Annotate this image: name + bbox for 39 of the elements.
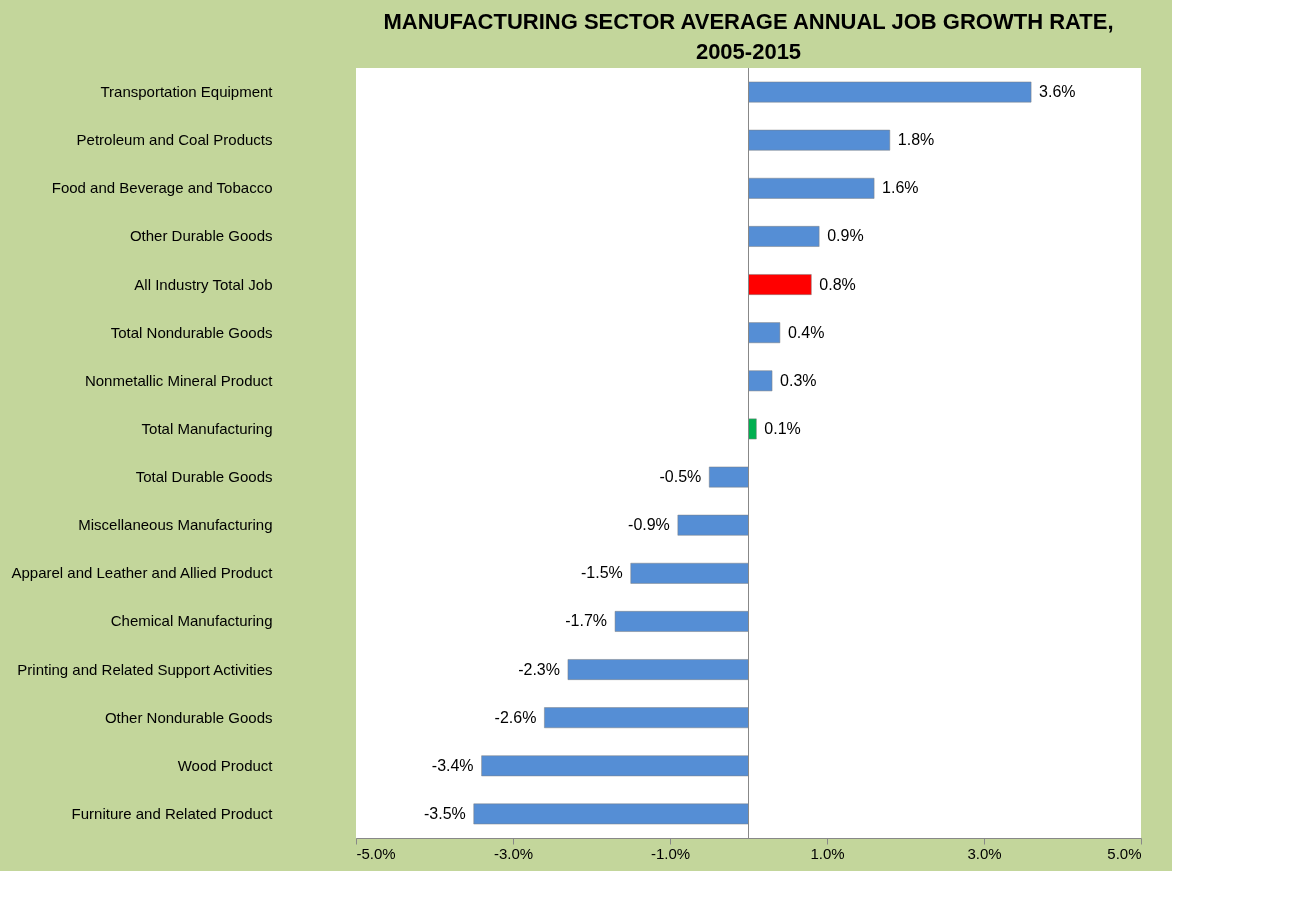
y-tick-label: Food and Beverage and Tobacco bbox=[51, 179, 273, 197]
y-tick-label: Total Durable Goods bbox=[135, 468, 273, 486]
y-tick-label: Nonmetallic Mineral Product bbox=[84, 371, 274, 389]
data-label: -3.4% bbox=[431, 756, 474, 774]
data-label: -1.7% bbox=[565, 612, 608, 630]
y-tick-label: Furniture and Related Product bbox=[71, 804, 274, 822]
data-label: 1.6% bbox=[882, 179, 919, 197]
data-label: 0.3% bbox=[780, 371, 817, 389]
data-label: 0.1% bbox=[764, 419, 801, 437]
chart-title: MANUFACTURING SECTOR AVERAGE ANNUAL JOB GROWTH RATE, 2005-2015 bbox=[383, 8, 1114, 64]
data-label: 3.6% bbox=[1039, 83, 1076, 101]
data-label: 0.9% bbox=[827, 227, 864, 245]
data-label: -3.5% bbox=[423, 804, 466, 822]
y-tick-label: Wood Product bbox=[177, 756, 274, 774]
x-tick-label: -3.0% bbox=[493, 844, 534, 862]
y-tick-label: Petroleum and Coal Products bbox=[76, 131, 273, 149]
data-label: 0.4% bbox=[787, 323, 825, 341]
y-tick-label: Chemical Manufacturing bbox=[110, 612, 273, 630]
y-tick-label: Apparel and Leather and Allied Product bbox=[11, 564, 274, 582]
data-label: -0.9% bbox=[628, 516, 670, 534]
data-label: -2.6% bbox=[494, 708, 537, 726]
x-tick-label: -1.0% bbox=[650, 844, 691, 862]
y-tick-label: Other Nondurable Goods bbox=[104, 708, 273, 726]
y-tick-label: All Industry Total Job bbox=[134, 275, 273, 293]
x-tick-label: 3.0% bbox=[967, 844, 1002, 862]
data-label: -1.5% bbox=[580, 564, 623, 582]
x-tick-label: 5.0% bbox=[1107, 844, 1142, 862]
y-tick-label: Transportation Equipment bbox=[100, 83, 274, 101]
data-label: -2.3% bbox=[518, 660, 560, 678]
y-tick-label: Other Durable Goods bbox=[129, 227, 273, 245]
data-label: 0.8% bbox=[819, 275, 856, 293]
data-label: 1.8% bbox=[897, 131, 935, 149]
x-tick-label: -5.0% bbox=[356, 844, 396, 862]
y-tick-label: Total Manufacturing bbox=[141, 419, 273, 437]
y-tick-label: Total Nondurable Goods bbox=[110, 323, 273, 341]
y-tick-label: Printing and Related Support Activities bbox=[17, 660, 273, 678]
data-label: -0.5% bbox=[659, 468, 702, 486]
y-tick-label: Miscellaneous Manufacturing bbox=[78, 516, 273, 534]
x-tick-label: 1.0% bbox=[810, 844, 845, 862]
